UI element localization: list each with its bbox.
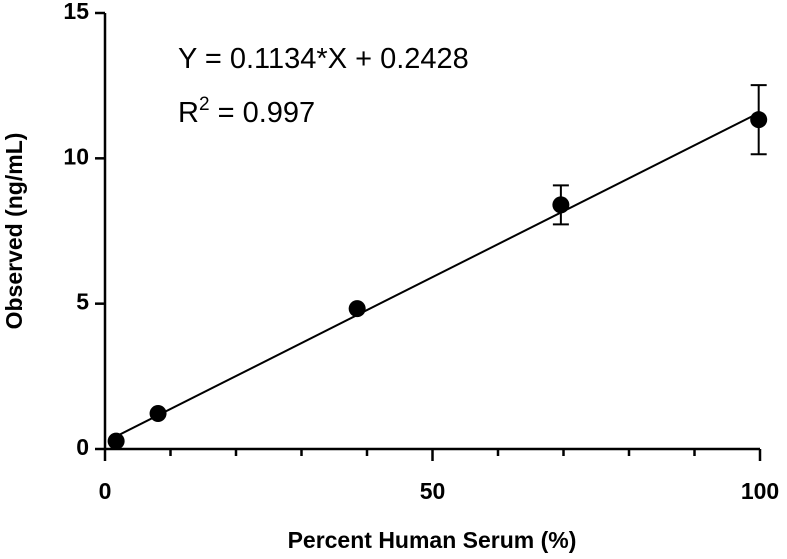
y-tick-label: 15 — [63, 0, 89, 24]
x-tick-label: 0 — [99, 478, 112, 504]
y-tick-label: 10 — [63, 143, 89, 169]
r-squared-text: = 0.997 — [210, 97, 316, 129]
x-tick-label: 100 — [741, 478, 779, 504]
r-squared: R2 = 0.997 — [178, 94, 315, 129]
y-tick-label: 5 — [76, 289, 89, 315]
fit-equation: Y = 0.1134*X + 0.2428 — [178, 43, 469, 75]
fit-line — [115, 112, 760, 438]
point — [348, 300, 366, 318]
point — [107, 432, 125, 450]
r-squared-sup: 2 — [199, 94, 210, 115]
point — [552, 196, 570, 214]
r-squared-base: R — [178, 97, 199, 129]
x-axis-label: Percent Human Serum (%) — [288, 527, 577, 553]
x-tick-label: 50 — [420, 478, 446, 504]
y-tick-label: 0 — [76, 434, 89, 460]
point — [750, 111, 768, 129]
y-axis-label: Observed (ng/mL) — [1, 133, 27, 330]
point — [149, 405, 167, 423]
